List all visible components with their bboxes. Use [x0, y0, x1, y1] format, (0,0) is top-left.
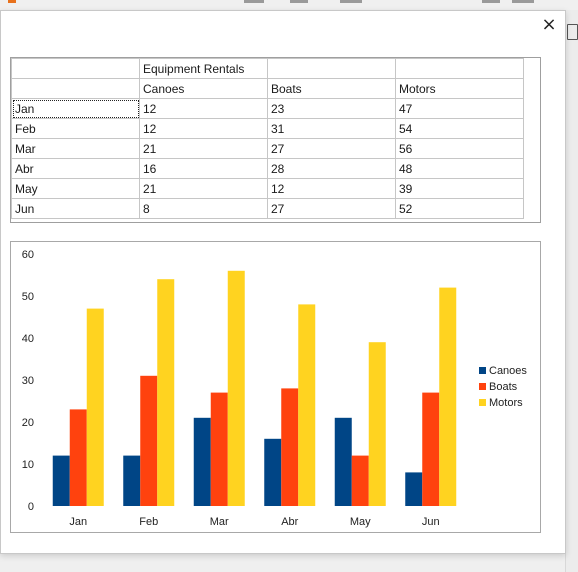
table-cell[interactable]: 27: [267, 138, 396, 159]
toolbar-icon: [512, 0, 534, 3]
background-window-edge: [565, 10, 578, 572]
bar-boats-mar: [210, 392, 228, 506]
bar-motors-jan: [86, 308, 104, 506]
legend-swatch-canoes: [479, 367, 486, 374]
table-cell[interactable]: 8: [139, 198, 268, 219]
table-cell[interactable]: Jun: [11, 198, 140, 219]
table-cell[interactable]: 16: [139, 158, 268, 179]
bar-canoes-jan: [52, 455, 70, 506]
y-tick-label: 0: [28, 501, 34, 513]
bar-boats-jun: [422, 392, 440, 506]
y-tick-label: 60: [22, 249, 34, 261]
x-tick-label: Feb: [139, 516, 158, 528]
table-cell[interactable]: Jan: [11, 98, 140, 119]
x-tick-label: Jun: [422, 516, 440, 528]
app-icon: [8, 0, 16, 3]
legend-swatch-boats: [479, 383, 486, 390]
bar-motors-may: [368, 342, 386, 506]
y-tick-label: 50: [22, 291, 34, 303]
table-cell[interactable]: 28: [267, 158, 396, 179]
table-cell[interactable]: 21: [139, 178, 268, 199]
table-cell[interactable]: 48: [395, 158, 524, 179]
bar-motors-abr: [298, 304, 316, 506]
x-tick-label: May: [350, 516, 371, 528]
legend-label-canoes: Canoes: [489, 365, 527, 377]
table-cell[interactable]: Boats: [267, 78, 396, 99]
table-cell[interactable]: 56: [395, 138, 524, 159]
y-tick-label: 10: [22, 459, 34, 471]
table-cell[interactable]: 12: [139, 98, 268, 119]
table-header-row: Canoes Boats Motors: [11, 78, 524, 99]
clipboard-icon: [567, 24, 578, 40]
bar-motors-jun: [439, 287, 457, 506]
x-tick-label: Jan: [69, 516, 87, 528]
bar-motors-feb: [157, 279, 175, 506]
y-tick-label: 30: [22, 375, 34, 387]
legend-swatch-motors: [479, 399, 486, 406]
bar-chart: 0 10 20 30 40 50 60 Jan Feb Mar Abr May Jun Canoes Boa…: [22, 249, 528, 528]
table-cell[interactable]: [11, 78, 140, 99]
table-cell[interactable]: 12: [139, 118, 268, 139]
table-row: Mar 21 27 56: [11, 138, 524, 159]
table-row: May 21 12 39: [11, 178, 524, 199]
legend-label-boats: Boats: [489, 381, 518, 393]
background-window-bottom: [0, 553, 565, 572]
x-tick-label: Abr: [281, 516, 298, 528]
table-cell[interactable]: May: [11, 178, 140, 199]
table-cell[interactable]: Feb: [11, 118, 140, 139]
table-cell[interactable]: 39: [395, 178, 524, 199]
data-table: Equipment Rentals Canoes Boats Motors Ja…: [11, 58, 524, 219]
table-cell[interactable]: Abr: [11, 158, 140, 179]
table-row: Jun 8 27 52: [11, 198, 524, 219]
table-cell[interactable]: 27: [267, 198, 396, 219]
table-cell[interactable]: Canoes: [139, 78, 268, 99]
y-tick-label: 40: [22, 333, 34, 345]
table-header-row: Equipment Rentals: [11, 58, 524, 79]
table-cell[interactable]: [11, 58, 140, 79]
bar-canoes-may: [334, 417, 352, 506]
bar-boats-jan: [69, 409, 87, 506]
x-tick-label: Mar: [210, 516, 229, 528]
table-cell[interactable]: [395, 58, 524, 79]
bar-canoes-abr: [264, 438, 282, 506]
table-row: Jan 12 23 47: [11, 98, 524, 119]
table-cell[interactable]: 52: [395, 198, 524, 219]
bar-boats-feb: [140, 375, 158, 506]
bar-canoes-feb: [123, 455, 141, 506]
table-cell[interactable]: [267, 58, 396, 79]
close-button[interactable]: ×: [539, 15, 559, 35]
table-cell[interactable]: 21: [139, 138, 268, 159]
table-cell[interactable]: 47: [395, 98, 524, 119]
toolbar-icon: [244, 0, 264, 3]
table-cell[interactable]: 54: [395, 118, 524, 139]
legend-label-motors: Motors: [489, 397, 523, 409]
table-cell[interactable]: 12: [267, 178, 396, 199]
bar-motors-mar: [227, 270, 245, 506]
bar-boats-may: [351, 455, 369, 506]
table-cell[interactable]: Equipment Rentals: [139, 58, 268, 79]
chart-panel: 0 10 20 30 40 50 60 Jan Feb Mar Abr May Jun Canoes Boa…: [10, 241, 541, 533]
toolbar-icon: [290, 0, 308, 3]
table-cell[interactable]: 23: [267, 98, 396, 119]
y-tick-label: 20: [22, 417, 34, 429]
data-table-panel: Equipment Rentals Canoes Boats Motors Ja…: [10, 57, 541, 223]
bar-canoes-jun: [405, 472, 423, 506]
bar-canoes-mar: [193, 417, 211, 506]
table-cell[interactable]: Motors: [395, 78, 524, 99]
bar-boats-abr: [281, 388, 299, 506]
toolbar-icon: [340, 0, 362, 3]
close-icon: ×: [541, 14, 557, 35]
table-row: Abr 16 28 48: [11, 158, 524, 179]
background-toolbar-strip: [0, 0, 578, 10]
table-cell[interactable]: 31: [267, 118, 396, 139]
table-row: Feb 12 31 54: [11, 118, 524, 139]
table-cell[interactable]: Mar: [11, 138, 140, 159]
toolbar-icon: [482, 0, 500, 3]
